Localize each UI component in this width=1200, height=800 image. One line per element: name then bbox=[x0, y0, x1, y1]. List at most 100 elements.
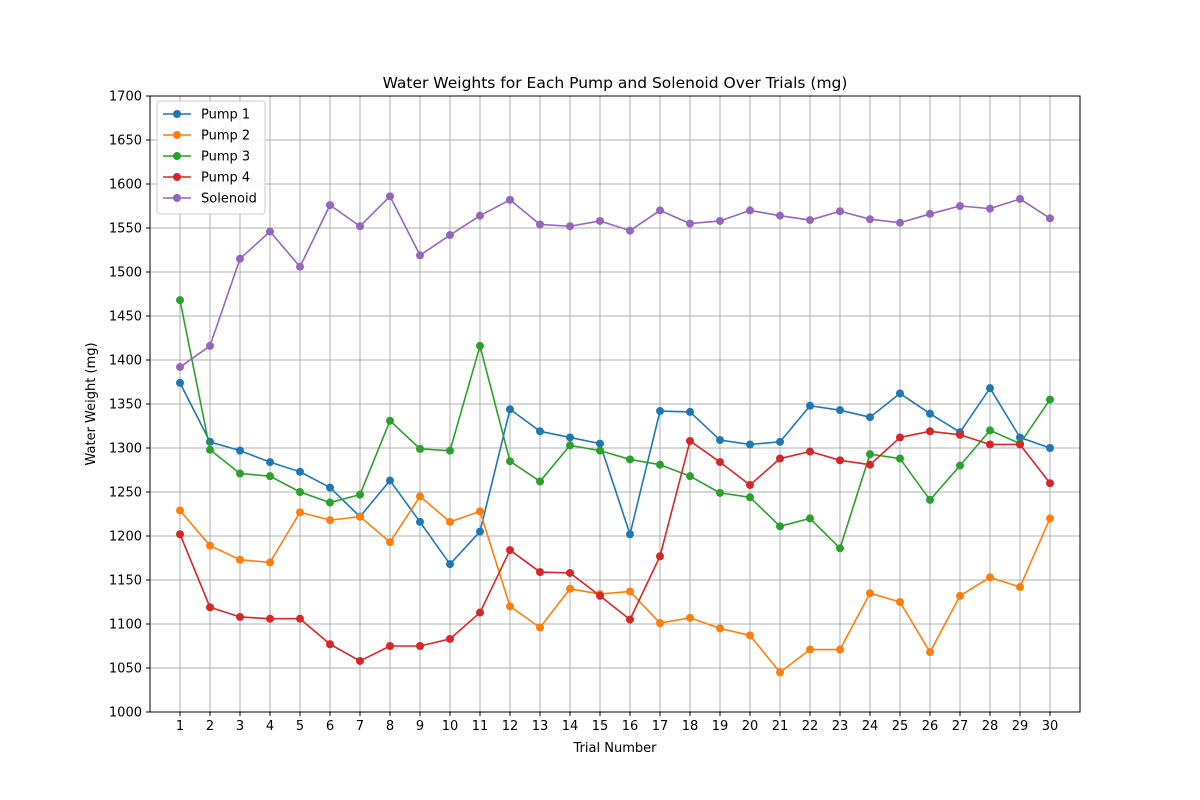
data-point-pump-4 bbox=[866, 460, 874, 469]
x-tick-label: 14 bbox=[562, 719, 579, 734]
data-point-solenoid bbox=[716, 216, 724, 225]
x-tick-label: 26 bbox=[922, 719, 939, 734]
axis-ticks: 1 2 3 4 5 6 7 8 9 10 11 12 13 14 15 16 17 18 19 20 21 22 23 24 2… bbox=[109, 90, 1058, 735]
x-tick-label: 27 bbox=[952, 719, 969, 734]
data-point-pump-1 bbox=[416, 517, 424, 526]
data-point-pump-3 bbox=[806, 514, 814, 523]
legend-marker-pump-1 bbox=[173, 110, 181, 118]
data-point-pump-4 bbox=[176, 530, 184, 539]
grid-lines bbox=[150, 95, 1080, 713]
data-point-pump-2 bbox=[386, 538, 394, 547]
data-point-pump-3 bbox=[416, 444, 424, 453]
data-point-pump-4 bbox=[686, 436, 694, 445]
data-point-pump-4 bbox=[986, 440, 994, 449]
y-tick-label: 1050 bbox=[109, 662, 142, 677]
series-pump-3 bbox=[176, 296, 1054, 553]
data-point-solenoid bbox=[506, 195, 514, 204]
data-point-pump-4 bbox=[1046, 479, 1054, 488]
x-tick-label: 6 bbox=[326, 719, 334, 734]
data-point-pump-1 bbox=[686, 407, 694, 416]
data-point-solenoid bbox=[476, 211, 484, 220]
x-tick-label: 25 bbox=[892, 719, 909, 734]
data-point-pump-4 bbox=[926, 427, 934, 436]
x-tick-label: 15 bbox=[592, 719, 609, 734]
data-point-pump-4 bbox=[536, 568, 544, 577]
x-tick-label: 13 bbox=[532, 719, 549, 734]
data-point-pump-3 bbox=[236, 469, 244, 478]
x-tick-label: 10 bbox=[442, 719, 459, 734]
data-point-pump-3 bbox=[776, 522, 784, 531]
legend: Pump 1 Pump 2 Pump 3 Pump 4 Solenoid bbox=[156, 100, 266, 215]
x-tick-label: 17 bbox=[652, 719, 669, 734]
y-tick-label: 1450 bbox=[109, 310, 142, 325]
data-point-solenoid bbox=[836, 207, 844, 216]
data-point-solenoid bbox=[806, 216, 814, 225]
data-point-solenoid bbox=[416, 251, 424, 260]
data-point-pump-2 bbox=[296, 508, 304, 517]
y-tick-label: 1400 bbox=[109, 354, 142, 369]
data-point-pump-4 bbox=[746, 480, 754, 489]
data-point-pump-4 bbox=[326, 640, 334, 649]
data-point-pump-4 bbox=[836, 456, 844, 465]
data-point-solenoid bbox=[1046, 214, 1054, 223]
data-point-pump-1 bbox=[926, 409, 934, 418]
x-tick-label: 28 bbox=[982, 719, 999, 734]
data-point-pump-1 bbox=[836, 406, 844, 415]
x-tick-label: 7 bbox=[356, 719, 364, 734]
x-tick-label: 4 bbox=[266, 719, 274, 734]
data-point-pump-3 bbox=[176, 296, 184, 305]
data-point-pump-1 bbox=[866, 413, 874, 422]
y-tick-label: 1000 bbox=[109, 706, 142, 721]
data-point-pump-1 bbox=[536, 427, 544, 436]
data-point-pump-2 bbox=[1046, 514, 1054, 523]
data-point-pump-3 bbox=[896, 454, 904, 463]
data-point-solenoid bbox=[206, 341, 214, 350]
data-point-solenoid bbox=[656, 206, 664, 215]
data-point-pump-1 bbox=[476, 527, 484, 536]
x-tick-label: 3 bbox=[236, 719, 244, 734]
data-point-pump-3 bbox=[656, 460, 664, 469]
data-point-pump-4 bbox=[206, 603, 214, 612]
x-tick-label: 21 bbox=[772, 719, 789, 734]
legend-label-pump-1: Pump 1 bbox=[201, 108, 250, 123]
data-point-pump-2 bbox=[926, 648, 934, 657]
data-point-solenoid bbox=[386, 192, 394, 201]
legend-marker-solenoid bbox=[173, 194, 181, 202]
x-tick-label: 8 bbox=[386, 719, 394, 734]
data-point-pump-2 bbox=[716, 624, 724, 633]
x-tick-label: 20 bbox=[742, 719, 759, 734]
data-point-solenoid bbox=[236, 254, 244, 263]
plot-area-frame bbox=[149, 95, 1081, 713]
data-point-pump-3 bbox=[836, 544, 844, 553]
data-point-pump-2 bbox=[866, 589, 874, 598]
data-point-pump-2 bbox=[1016, 583, 1024, 592]
data-point-pump-2 bbox=[776, 668, 784, 677]
data-point-pump-1 bbox=[266, 458, 274, 467]
data-point-solenoid bbox=[776, 211, 784, 220]
data-point-pump-3 bbox=[446, 446, 454, 455]
data-point-pump-1 bbox=[896, 389, 904, 398]
data-point-pump-2 bbox=[536, 623, 544, 632]
x-tick-label: 16 bbox=[622, 719, 639, 734]
data-point-pump-2 bbox=[356, 512, 364, 521]
data-point-pump-1 bbox=[776, 437, 784, 446]
x-tick-label: 19 bbox=[712, 719, 729, 734]
data-point-solenoid bbox=[356, 222, 364, 231]
data-point-pump-1 bbox=[1046, 444, 1054, 452]
data-point-pump-4 bbox=[1016, 440, 1024, 449]
data-point-pump-2 bbox=[836, 645, 844, 654]
data-point-solenoid bbox=[266, 227, 274, 236]
series-solenoid bbox=[176, 192, 1054, 372]
data-point-pump-4 bbox=[656, 552, 664, 561]
data-point-pump-2 bbox=[506, 602, 514, 611]
data-point-pump-4 bbox=[566, 568, 574, 577]
data-point-pump-3 bbox=[686, 472, 694, 481]
data-point-solenoid bbox=[326, 201, 334, 210]
x-tick-label: 2 bbox=[206, 719, 214, 734]
legend-label-pump-4: Pump 4 bbox=[201, 171, 250, 186]
data-point-pump-3 bbox=[356, 490, 364, 499]
legend-label-pump-2: Pump 2 bbox=[201, 129, 250, 144]
data-point-pump-3 bbox=[866, 450, 874, 459]
data-point-pump-2 bbox=[446, 517, 454, 526]
